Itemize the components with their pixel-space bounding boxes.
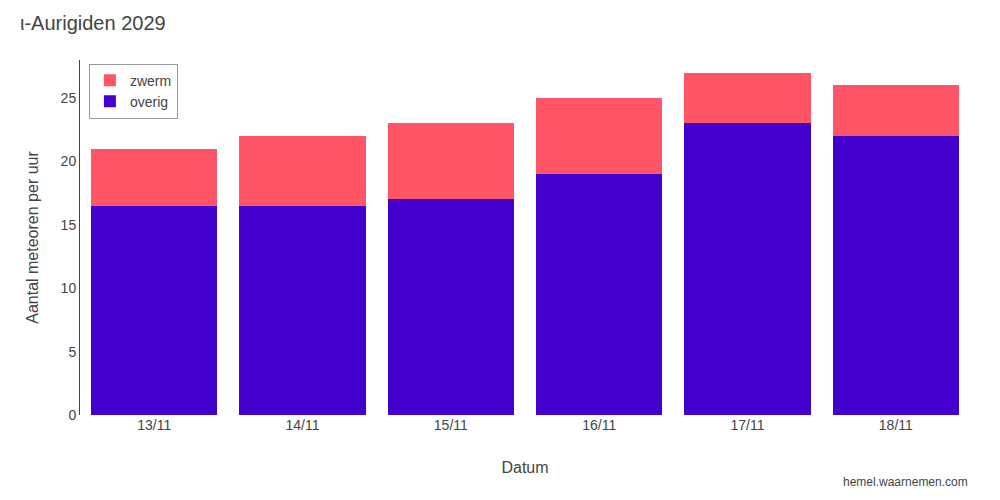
- svg-text:ι-Aurigiden 2029: ι-Aurigiden 2029: [20, 12, 166, 34]
- svg-text:18/11: 18/11: [879, 417, 913, 433]
- svg-text:25: 25: [61, 90, 77, 106]
- svg-text:zwerm: zwerm: [130, 73, 171, 89]
- svg-text:16/11: 16/11: [582, 417, 616, 433]
- svg-text:17/11: 17/11: [731, 417, 765, 433]
- svg-text:14/11: 14/11: [286, 417, 320, 433]
- svg-text:15: 15: [61, 217, 77, 233]
- svg-text:20: 20: [61, 153, 77, 169]
- svg-text:13/11: 13/11: [137, 417, 171, 433]
- svg-text:10: 10: [61, 280, 77, 296]
- svg-text:0: 0: [68, 407, 76, 423]
- svg-text:5: 5: [68, 344, 76, 360]
- svg-text:hemel.waarnemen.com: hemel.waarnemen.com: [843, 475, 968, 489]
- svg-text:Datum: Datum: [501, 459, 548, 476]
- svg-text:overig: overig: [130, 94, 168, 110]
- svg-text:15/11: 15/11: [434, 417, 468, 433]
- svg-text:Aantal meteoren per uur: Aantal meteoren per uur: [24, 151, 41, 324]
